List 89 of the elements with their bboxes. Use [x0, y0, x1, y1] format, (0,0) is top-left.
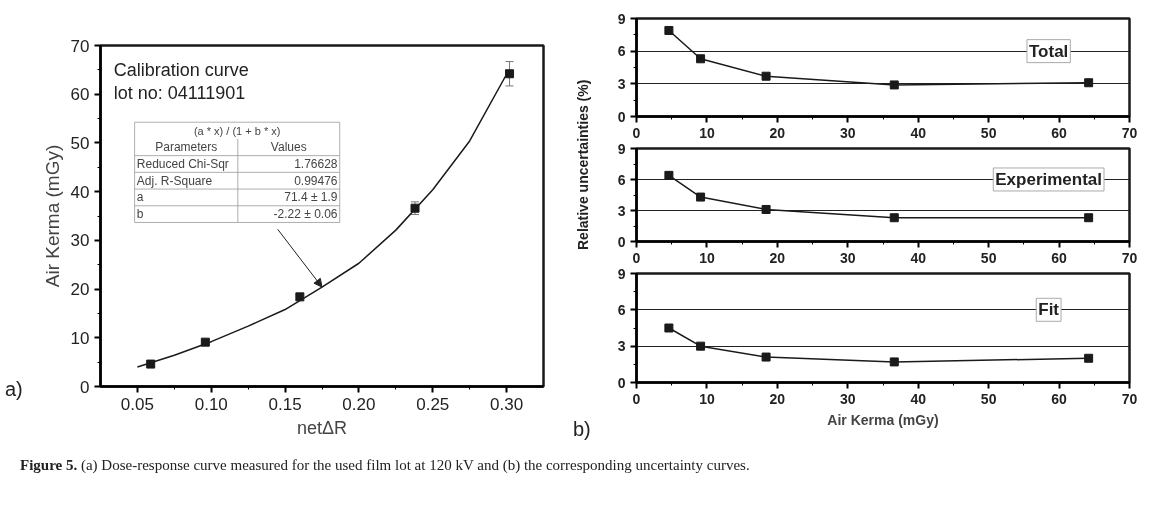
- x-tick-label: 30: [840, 124, 856, 141]
- point: [761, 71, 771, 81]
- x-tick-label: 10: [699, 124, 715, 141]
- y-tick-label: 9: [617, 265, 626, 282]
- x-axis-title: netΔR: [296, 417, 348, 438]
- point: [889, 357, 899, 367]
- x-axis-title: Air Kerma (mGy): [827, 411, 939, 428]
- x-tick-label: 40: [910, 390, 927, 407]
- point: [696, 341, 706, 351]
- y-tick-label: 3: [617, 202, 626, 219]
- x-tick-label: 20: [769, 390, 786, 407]
- annotation: 71.4 ± 1.9: [284, 190, 338, 205]
- caption: Figure 5. (a) Dose-response curve measured for the used film lot at 120 kV and (b) the corresponding uncertainty curves.: [20, 456, 750, 475]
- annotation: Parameters: [155, 140, 218, 155]
- x-tick-label: 40: [910, 124, 927, 141]
- x-tick-label: 0.30: [490, 394, 524, 414]
- y-tick-label: 0: [617, 233, 626, 250]
- point: [696, 192, 706, 202]
- point: [1084, 353, 1094, 363]
- y-tick-label: 60: [70, 85, 90, 105]
- y-axis-title: Relative uncertainties (%): [574, 79, 592, 251]
- point: [146, 359, 156, 369]
- x-tick-label: 0: [632, 124, 641, 141]
- y-tick-label: 6: [617, 301, 626, 318]
- annotation: 0.99476: [294, 174, 338, 189]
- x-tick-label: 70: [1121, 390, 1138, 407]
- y-tick-label: 3: [617, 75, 626, 92]
- annotation: -2.22 ± 0.06: [273, 207, 338, 222]
- x-tick-label: 0.10: [194, 394, 228, 414]
- x-tick-label: 0.15: [268, 394, 302, 414]
- annotation: Calibration curve: [113, 59, 249, 80]
- annotation: Adj. R-Square: [136, 173, 213, 188]
- x-tick-label: 60: [1051, 249, 1068, 266]
- y-tick-label: 3: [617, 338, 626, 355]
- x-tick-label: 30: [840, 390, 856, 407]
- y-tick-label: 9: [617, 140, 626, 157]
- x-tick-label: 50: [980, 124, 997, 141]
- y-tick-label: 6: [617, 43, 626, 60]
- y-tick-label: 0: [617, 108, 626, 125]
- point: [295, 292, 305, 302]
- annotation: a: [136, 190, 144, 205]
- x-tick-label: 20: [769, 124, 786, 141]
- text: a): [5, 377, 23, 402]
- y-tick-label: 6: [617, 171, 626, 188]
- annotation: Reduced Chi-Sqr: [136, 157, 229, 171]
- y-tick-label: 9: [617, 10, 626, 27]
- text: Fit: [1038, 300, 1060, 320]
- point: [761, 352, 771, 362]
- text: Experimental: [995, 169, 1103, 189]
- x-tick-label: 40: [910, 249, 927, 266]
- x-tick-label: 20: [769, 249, 786, 266]
- y-tick-label: 20: [70, 280, 90, 300]
- point: [664, 25, 674, 35]
- x-tick-label: 0: [632, 390, 641, 407]
- annotation: 1.76628: [294, 157, 338, 172]
- text: Total: [1028, 41, 1069, 61]
- y-tick-label: 40: [70, 182, 90, 202]
- y-tick-label: 70: [70, 36, 90, 56]
- y-axis-title: Air Kerma (mGy): [41, 144, 63, 288]
- point: [505, 69, 515, 79]
- y-tick-label: 10: [70, 328, 90, 348]
- annotation: b: [136, 207, 144, 222]
- point: [1084, 213, 1094, 223]
- x-tick-label: 0.25: [416, 394, 450, 414]
- x-tick-label: 70: [1121, 124, 1138, 141]
- point: [1084, 78, 1094, 88]
- x-tick-label: 0.20: [342, 394, 376, 414]
- x-tick-label: 60: [1051, 124, 1068, 141]
- annotation: Values: [270, 140, 307, 155]
- x-tick-label: 50: [980, 249, 997, 266]
- x-tick-label: 0.05: [120, 394, 154, 414]
- x-tick-label: 0: [632, 249, 641, 266]
- x-tick-label: 50: [980, 390, 997, 407]
- point: [696, 54, 706, 64]
- y-tick-label: 0: [617, 374, 626, 391]
- annotation: lot no: 04111901: [113, 83, 246, 104]
- x-tick-label: 70: [1121, 249, 1138, 266]
- point: [664, 170, 674, 180]
- point: [664, 323, 674, 333]
- text: b): [573, 417, 591, 442]
- x-tick-label: 10: [699, 390, 715, 407]
- x-tick-label: 10: [699, 249, 715, 266]
- annotation: (a * x) / (1 + b * x): [193, 124, 281, 137]
- point: [889, 213, 899, 223]
- point: [761, 204, 771, 214]
- y-tick-label: 30: [70, 231, 90, 251]
- x-tick-label: 30: [840, 249, 856, 266]
- point: [889, 80, 899, 90]
- x-tick-label: 60: [1051, 390, 1068, 407]
